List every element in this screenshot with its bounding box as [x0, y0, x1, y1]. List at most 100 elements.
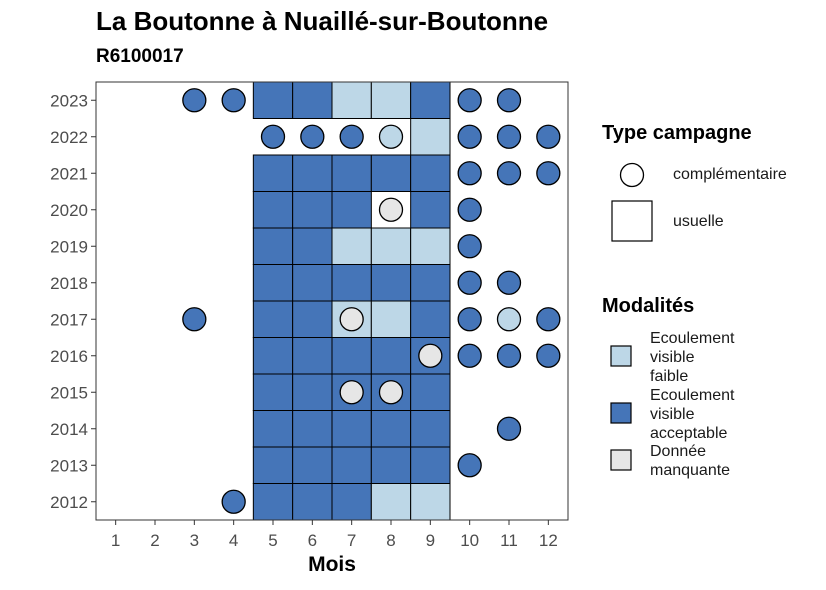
data-point — [496, 307, 522, 332]
heatmap-tile — [410, 264, 451, 302]
heatmap-tile — [292, 264, 333, 302]
x-tick-label: 9 — [426, 531, 435, 550]
heatmap-tile — [252, 154, 294, 192]
data-point — [457, 88, 482, 113]
data-point — [496, 416, 522, 441]
heatmap-tile — [370, 483, 412, 521]
heatmap-tile — [331, 154, 372, 192]
heatmap-tile — [252, 483, 294, 521]
data-point — [457, 161, 482, 186]
data-point — [457, 270, 482, 295]
x-tick-label: 10 — [460, 531, 479, 550]
y-tick-label: 2017 — [50, 310, 88, 329]
data-point — [339, 307, 364, 332]
legend-acceptable-label: Ecoulement visible acceptable — [650, 387, 735, 442]
x-tick-label: 2 — [150, 531, 159, 550]
data-point — [496, 88, 522, 113]
x-tick-label: 4 — [229, 531, 238, 550]
data-point — [536, 161, 561, 186]
heatmap-tile — [410, 373, 451, 411]
data-point — [457, 234, 482, 259]
data-point — [378, 197, 404, 222]
x-axis-label: Mois — [308, 553, 356, 576]
heatmap-tile — [252, 337, 294, 375]
data-point — [418, 343, 443, 368]
heatmap-tile — [370, 154, 412, 192]
heatmap-tile — [252, 446, 294, 484]
data-point — [182, 88, 207, 113]
heatmap-tile — [410, 81, 451, 119]
data-point — [339, 380, 364, 405]
data-point — [457, 453, 482, 478]
data-point — [457, 307, 482, 332]
data-point — [300, 124, 325, 149]
y-tick-label: 2022 — [50, 128, 88, 147]
heatmap-tile — [410, 300, 451, 338]
heatmap-tile — [331, 227, 372, 265]
heatmap-tile — [410, 483, 451, 521]
data-point — [457, 343, 482, 368]
heatmap-tile — [331, 446, 372, 484]
legend-modalite-key — [610, 449, 632, 471]
data-point — [457, 124, 482, 149]
legend-type-title: Type campagne — [602, 122, 752, 144]
legend-type-usuelle-label: usuelle — [673, 213, 724, 230]
heatmap-tile — [410, 227, 451, 265]
data-point — [457, 197, 482, 222]
legend-modalites-title: Modalités — [602, 295, 695, 317]
data-point — [221, 88, 246, 113]
data-point — [496, 270, 522, 295]
heatmap-tile — [370, 81, 412, 119]
heatmap-tile — [331, 264, 372, 302]
plot-border — [95, 81, 569, 521]
legend-manquante-label: Donnée manquante — [650, 443, 731, 479]
heatmap-tile — [252, 300, 294, 338]
x-tick-label: 8 — [386, 531, 395, 550]
heatmap-tile — [252, 264, 294, 302]
y-tick-label: 2023 — [50, 91, 88, 110]
heatmap-tile — [370, 227, 412, 265]
data-point — [221, 489, 246, 514]
x-tick-label: 7 — [347, 531, 356, 550]
heatmap-tile — [252, 191, 294, 229]
heatmap-tile — [292, 154, 333, 192]
heatmap-tile — [410, 410, 451, 448]
heatmap-tile — [331, 337, 372, 375]
data-point — [378, 124, 404, 149]
y-tick-label: 2020 — [50, 201, 88, 220]
x-tick-label: 5 — [268, 531, 277, 550]
legend-modalite-key — [610, 402, 632, 424]
heatmap-tile — [292, 81, 333, 119]
data-point — [496, 124, 522, 149]
data-point — [536, 124, 561, 149]
heatmap-tile — [292, 191, 333, 229]
heatmap-tile — [292, 227, 333, 265]
data-point — [339, 124, 364, 149]
heatmap-tile — [370, 446, 412, 484]
legend-type-complementaire-label: complémentaire — [673, 166, 787, 183]
x-tick-label: 3 — [190, 531, 199, 550]
heatmap-tile — [331, 410, 372, 448]
heatmap-tile — [410, 154, 451, 192]
heatmap-tile — [252, 373, 294, 411]
heatmap-tile — [370, 410, 412, 448]
heatmap-tile — [292, 410, 333, 448]
x-tick-label: 11 — [500, 531, 518, 550]
legend-faible-label: Ecoulement visible faible — [650, 330, 735, 385]
heatmap-tile — [292, 483, 333, 521]
heatmap-tile — [370, 300, 412, 338]
heatmap-tile — [252, 81, 294, 119]
heatmap-tile — [410, 446, 451, 484]
heatmap-tile — [252, 410, 294, 448]
heatmap-tile — [370, 264, 412, 302]
y-tick-label: 2019 — [50, 237, 88, 256]
data-point — [536, 343, 561, 368]
heatmap-tile — [252, 227, 294, 265]
heatmap-tile — [292, 337, 333, 375]
heatmap-tile — [331, 191, 372, 229]
heatmap-tile — [370, 337, 412, 375]
y-tick-label: 2018 — [50, 274, 88, 293]
x-tick-label: 12 — [539, 531, 558, 550]
